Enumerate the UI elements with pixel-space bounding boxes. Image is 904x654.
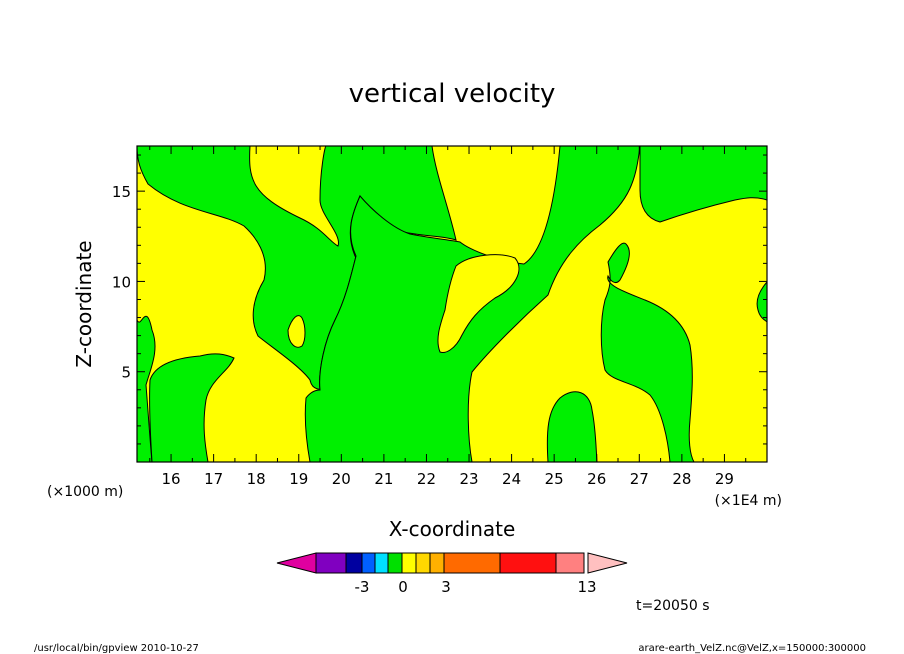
- x-tick-label: 17: [204, 470, 223, 488]
- colorbar-labels: -3 0 3 13: [355, 578, 597, 596]
- footer-right: arare-earth_VelZ.nc@VelZ,x=150000:300000: [638, 643, 866, 654]
- contour-region-green-left-bottom: [149, 353, 235, 462]
- x-axis-label: X-coordinate: [389, 517, 516, 541]
- axis-ticks: [137, 146, 767, 462]
- colorbar-segment: [361, 552, 376, 574]
- x-tick-label: 18: [247, 470, 266, 488]
- contour-region-green-lower-left: [137, 315, 156, 462]
- contour-region-green-right-edge: [756, 281, 767, 323]
- colorbar-left-arrow: [276, 552, 317, 574]
- x-tick-label: 27: [630, 470, 649, 488]
- y-tick-label: 5: [121, 364, 131, 382]
- colorbar-segment: [555, 552, 585, 574]
- x-tick-label: 23: [459, 470, 478, 488]
- plot-frame: [136, 145, 768, 463]
- x-tick-label: 25: [545, 470, 564, 488]
- contour-region-green-bottom-right: [546, 391, 598, 462]
- x-tick-labels: 16 17 18 19 20 21 22 23 24 25 26 27 28 29: [162, 470, 734, 488]
- x-tick-label: 29: [715, 470, 734, 488]
- contour-island-yellow-small: [287, 315, 306, 348]
- y-tick-label: 10: [112, 273, 131, 291]
- colorbar-segment: [387, 552, 403, 574]
- colorbar-segment: [401, 552, 417, 574]
- y-axis-label: Z-coordinate: [72, 240, 96, 367]
- colorbar-segment: [499, 552, 557, 574]
- colorbar-segment: [429, 552, 445, 574]
- colorbar-segment: [315, 552, 347, 574]
- colorbar-label: 13: [577, 578, 596, 596]
- x-tick-label: 26: [587, 470, 606, 488]
- x-tick-label: 16: [162, 470, 181, 488]
- plot-area: 16 17 18 19 20 21 22 23 24 25 26 27 28 29 5 10 15: [112, 145, 768, 488]
- x-tick-label: 19: [289, 470, 308, 488]
- colorbar-segment: [415, 552, 431, 574]
- colorbar-segment: [443, 552, 501, 574]
- colorbar-right-arrow: [587, 552, 628, 574]
- x-tick-label: 22: [417, 470, 436, 488]
- x-unit-right: (×1E4 m): [715, 493, 782, 509]
- colorbar-label: -3: [355, 578, 370, 596]
- x-tick-label: 20: [332, 470, 351, 488]
- contour-region-green-right-middle: [600, 242, 695, 462]
- colorbar-label: 3: [441, 578, 451, 596]
- contour-islands: [287, 254, 520, 353]
- colorbar: [276, 552, 628, 574]
- x-unit-left: (×1000 m): [47, 484, 123, 500]
- x-tick-label: 28: [672, 470, 691, 488]
- colorbar-label: 0: [398, 578, 408, 596]
- chart-title: vertical velocity: [349, 79, 556, 109]
- time-label: t=20050 s: [636, 598, 710, 614]
- x-tick-label: 21: [374, 470, 393, 488]
- contour-island-yellow-upper: [437, 254, 520, 353]
- footer-left: /usr/local/bin/gpview 2010-10-27: [34, 643, 199, 654]
- contour-region-green-right: [639, 146, 767, 223]
- y-tick-label: 15: [112, 183, 131, 201]
- y-tick-labels: 5 10 15: [112, 183, 131, 382]
- x-tick-label: 24: [502, 470, 521, 488]
- colorbar-segment: [345, 552, 363, 574]
- colorbar-segment: [374, 552, 389, 574]
- contour-regions: [137, 146, 767, 462]
